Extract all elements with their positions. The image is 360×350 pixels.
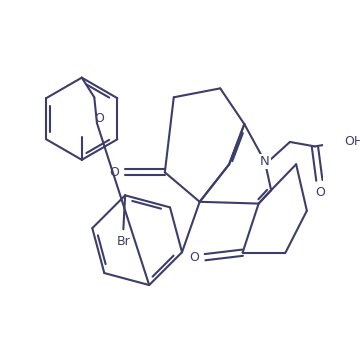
Text: OH: OH bbox=[345, 135, 360, 148]
Text: Br: Br bbox=[117, 235, 130, 248]
Text: O: O bbox=[315, 186, 325, 200]
Text: O: O bbox=[94, 112, 104, 125]
Text: O: O bbox=[109, 166, 119, 179]
Text: N: N bbox=[260, 155, 270, 168]
Text: O: O bbox=[189, 251, 199, 264]
